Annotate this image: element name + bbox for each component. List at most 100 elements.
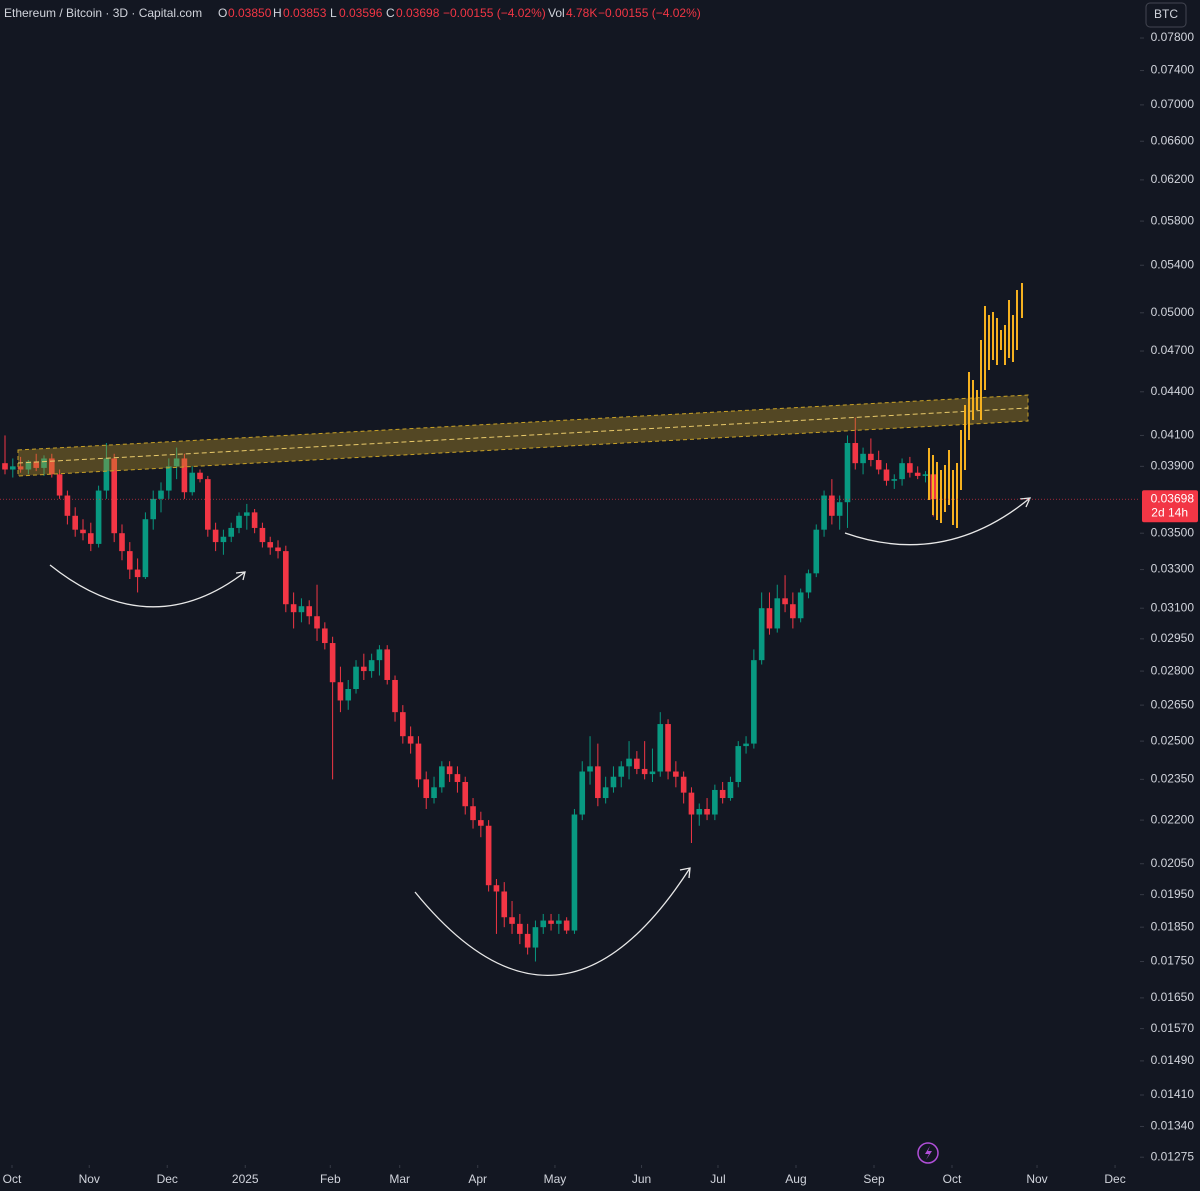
y-tick-label: 0.02500 — [1151, 733, 1195, 747]
ohlc-value: 0.03698 — [396, 6, 440, 20]
y-tick-label: 0.07000 — [1151, 97, 1195, 111]
y-tick-label: 0.01850 — [1151, 919, 1195, 933]
candle-body — [165, 466, 172, 491]
candle-body — [283, 551, 289, 605]
candle-body — [571, 814, 578, 931]
candle-body — [236, 515, 242, 528]
candle-body — [634, 758, 640, 769]
candle-body — [446, 766, 453, 775]
y-tick-label: 0.06200 — [1151, 172, 1195, 186]
candle-body — [641, 768, 648, 775]
candle-body — [509, 917, 515, 924]
candle-body — [673, 771, 679, 777]
candle-body — [306, 606, 313, 617]
x-tick-label: Oct — [3, 1172, 22, 1186]
candle-body — [173, 458, 180, 467]
candle-body — [56, 474, 63, 496]
y-tick-label: 0.03900 — [1151, 459, 1195, 473]
arrowhead — [679, 867, 691, 879]
candle-body — [33, 461, 40, 468]
candle-body — [251, 512, 258, 528]
candle-body — [64, 495, 71, 516]
ohlc-label: O — [218, 6, 227, 20]
header: Ethereum / Bitcoin · 3D · Capital.com O … — [4, 6, 701, 20]
y-tick-label: 0.03300 — [1151, 562, 1195, 576]
y-tick-label: 0.05000 — [1151, 305, 1195, 319]
x-tick-label: Apr — [468, 1172, 487, 1186]
vol-change: −0.00155 (−4.02%) — [598, 6, 701, 20]
events-icon[interactable] — [917, 1142, 939, 1164]
candle-body — [751, 660, 757, 744]
y-tick-label: 0.07400 — [1151, 63, 1195, 77]
candle-body — [704, 808, 710, 815]
vol-value: 4.78K — [566, 6, 597, 20]
candle-body — [361, 666, 367, 672]
y-tick-label: 0.06600 — [1151, 133, 1195, 147]
candle-body — [431, 787, 437, 799]
candle-body — [41, 458, 47, 468]
ohlc-label: H — [273, 6, 282, 20]
candle-body — [290, 604, 297, 613]
candle-body — [595, 766, 601, 799]
candle-body — [501, 891, 508, 918]
candle-body — [439, 766, 445, 788]
candle-body — [743, 743, 749, 747]
y-tick-label: 0.02950 — [1151, 631, 1195, 645]
candle-body — [485, 825, 492, 886]
x-tick-label: Oct — [943, 1172, 962, 1186]
x-tick-label: May — [544, 1172, 567, 1186]
candle-body — [72, 515, 79, 530]
candle-body — [95, 490, 102, 544]
currency-label[interactable]: BTC — [1154, 7, 1178, 21]
y-tick-label: 0.01650 — [1151, 990, 1195, 1004]
y-tick-label: 0.03100 — [1151, 600, 1195, 614]
y-tick-label: 0.05800 — [1151, 213, 1195, 227]
projection-bars — [928, 283, 1023, 528]
candle-body — [899, 463, 905, 480]
candle-body — [665, 724, 671, 772]
candle-body — [532, 927, 539, 948]
ohlc-value: 0.03596 — [339, 6, 383, 20]
y-tick-label: 0.01570 — [1151, 1021, 1195, 1035]
candle-body — [774, 598, 781, 629]
y-tick-label: 0.02650 — [1151, 697, 1195, 711]
x-tick-label: Nov — [79, 1172, 100, 1186]
y-tick-label: 0.03500 — [1151, 525, 1195, 539]
y-tick-label: 0.04400 — [1151, 384, 1195, 398]
candle-body — [478, 820, 484, 826]
candle-body — [103, 458, 110, 491]
candle-body — [548, 920, 554, 924]
candle-body — [298, 606, 305, 613]
x-tick-label: Jun — [632, 1172, 651, 1186]
candle-body — [579, 771, 586, 815]
candle-body — [181, 458, 188, 493]
candle-body — [813, 529, 820, 574]
x-tick-label: Feb — [320, 1172, 341, 1186]
candle-body — [142, 519, 149, 578]
candle-body — [244, 512, 250, 516]
arrow — [844, 497, 1031, 546]
candle-body — [80, 529, 86, 534]
candle-body — [907, 463, 913, 473]
events-icon-bolt — [925, 1146, 932, 1160]
zone-midline — [17, 407, 1029, 464]
candle-body — [836, 502, 843, 516]
x-tick-label: Nov — [1026, 1172, 1047, 1186]
candle-body — [829, 495, 835, 516]
x-tick-label: Sep — [863, 1172, 885, 1186]
candle-body — [205, 479, 211, 530]
currency-button[interactable] — [1145, 2, 1187, 28]
candle-body — [805, 573, 812, 593]
candle-body — [197, 472, 203, 480]
candle-body — [423, 779, 430, 799]
y-tick-label: 0.02200 — [1151, 812, 1195, 826]
candle-body — [758, 608, 765, 661]
candle-body — [275, 547, 281, 552]
y-tick-label: 0.01950 — [1151, 887, 1195, 901]
ohlc-label: L — [330, 6, 337, 20]
candle-body — [735, 746, 742, 782]
candle-body — [220, 536, 227, 543]
vol-label: Vol — [548, 6, 565, 20]
x-tick-label: 2025 — [232, 1172, 259, 1186]
